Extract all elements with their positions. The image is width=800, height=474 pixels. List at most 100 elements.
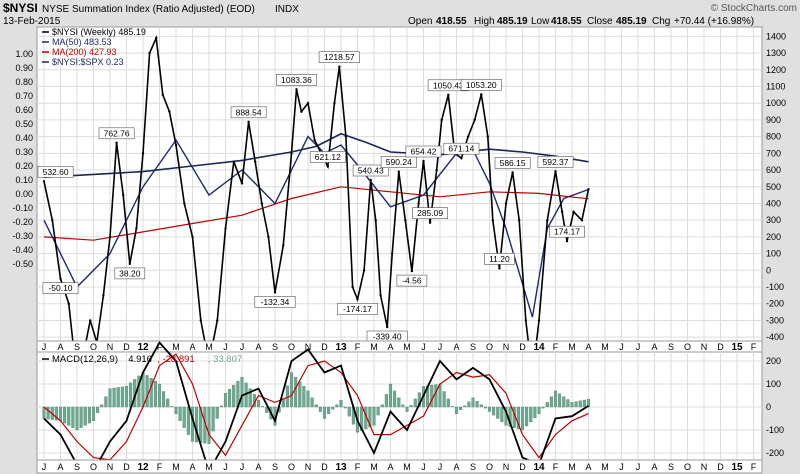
price-point (128, 262, 131, 266)
left-tick-label: -0.40 (12, 245, 33, 255)
right-tick-label: 200 (766, 232, 781, 242)
chg-label: Chg (652, 16, 670, 27)
histogram-bar (553, 390, 558, 408)
histogram-bar (393, 390, 397, 408)
month-label: S (668, 342, 674, 352)
right-tick-label: 0 (766, 265, 771, 275)
macd-legend-label: MACD(12,26,9) (52, 354, 118, 365)
histogram-bar (281, 398, 285, 408)
month-label: A (585, 462, 591, 472)
month-label: A (255, 462, 261, 472)
histogram-bar (347, 406, 351, 417)
annotation-box (549, 225, 585, 238)
histogram-bar (261, 406, 265, 408)
histogram-bar (409, 405, 413, 408)
macd-right-axis: 200 100 0 -100 -200 (766, 356, 784, 458)
histogram-bar (384, 394, 388, 408)
price-point (232, 160, 235, 163)
month-label: M (205, 342, 213, 352)
legend-label: MA(200) 427.93 (52, 47, 117, 57)
price-panel (36, 26, 763, 342)
price-point (587, 188, 590, 191)
histogram-bar (63, 406, 67, 424)
histogram-bar (331, 406, 335, 410)
macd-line (43, 341, 589, 474)
histogram-bar (294, 376, 298, 408)
annotation-box (494, 157, 531, 169)
histogram-bar (289, 372, 294, 408)
macd-series (42, 341, 591, 474)
price-point (267, 235, 270, 239)
month-label: N (107, 462, 114, 472)
month-label: A (189, 342, 195, 352)
annotation-label: -4.56 (402, 276, 422, 286)
histogram-bar (475, 401, 479, 408)
price-point (295, 88, 298, 91)
histogram-bar (380, 404, 384, 408)
price-point (174, 143, 178, 147)
histogram-bar (248, 388, 252, 408)
histogram-bar (434, 384, 438, 408)
histogram-bar (108, 388, 112, 408)
histogram-bar (223, 393, 228, 408)
price-point (161, 93, 164, 97)
price-point (397, 170, 400, 173)
month-label: S (74, 462, 80, 472)
histogram-bar (368, 406, 372, 428)
histogram-bar (116, 387, 120, 408)
histogram-bar (87, 406, 91, 424)
histogram-bar (104, 396, 108, 408)
right-tick-label: 1200 (766, 65, 786, 75)
month-label: M (568, 462, 576, 472)
month-label: A (387, 342, 393, 352)
histogram-bar (442, 391, 446, 408)
month-label: 15 (731, 342, 743, 353)
annotation-box (380, 156, 417, 168)
price-point (89, 319, 92, 322)
price-point (486, 135, 489, 138)
annotation-label: 654.42 (411, 147, 437, 157)
annotation-label: -174.17 (343, 304, 372, 314)
month-label: J (619, 342, 624, 352)
month-label: D (717, 462, 724, 472)
annotation-label: -132.34 (261, 297, 290, 307)
histogram-bar (112, 387, 116, 408)
symbol-description: NYSE Summation Index (Ratio Adjusted) (E… (42, 4, 255, 15)
price-point (565, 240, 569, 243)
macd-tick-label: 200 (766, 356, 781, 366)
legend-label: MA(50) 483.53 (52, 37, 112, 47)
month-label: M (370, 462, 378, 472)
histogram-bar (170, 406, 174, 408)
month-label: S (668, 462, 674, 472)
close-label: Close (587, 16, 613, 27)
left-tick-label: -0.50 (12, 259, 33, 269)
histogram-bar (157, 383, 162, 408)
annotation-label: 621.12 (315, 152, 341, 162)
histogram-bar (487, 406, 492, 412)
month-label: J (240, 462, 245, 472)
price-point (404, 219, 407, 222)
month-label: N (305, 462, 312, 472)
histogram-bar (529, 406, 533, 423)
month-label: D (123, 342, 130, 352)
month-label: A (453, 462, 459, 472)
annotation-box (254, 296, 296, 308)
histogram-bar (42, 406, 46, 419)
month-label: F (355, 462, 361, 472)
price-point (379, 294, 382, 297)
right-tick-label: 900 (766, 115, 781, 125)
left-tick-label: 0.70 (15, 91, 33, 101)
month-label: D (519, 462, 526, 472)
month-label: S (74, 342, 80, 352)
right-tick-label: -400 (766, 332, 784, 342)
month-label: O (90, 462, 97, 472)
left-tick-label: 1.00 (15, 49, 33, 59)
legend-label: $NYSI (Weekly) 485.19 (52, 27, 146, 37)
price-point (326, 165, 329, 168)
histogram-bar (54, 406, 58, 421)
annotation-box (42, 282, 79, 295)
histogram-bar (314, 404, 318, 408)
month-label: O (684, 462, 691, 472)
left-tick-label: 0.60 (15, 105, 33, 115)
